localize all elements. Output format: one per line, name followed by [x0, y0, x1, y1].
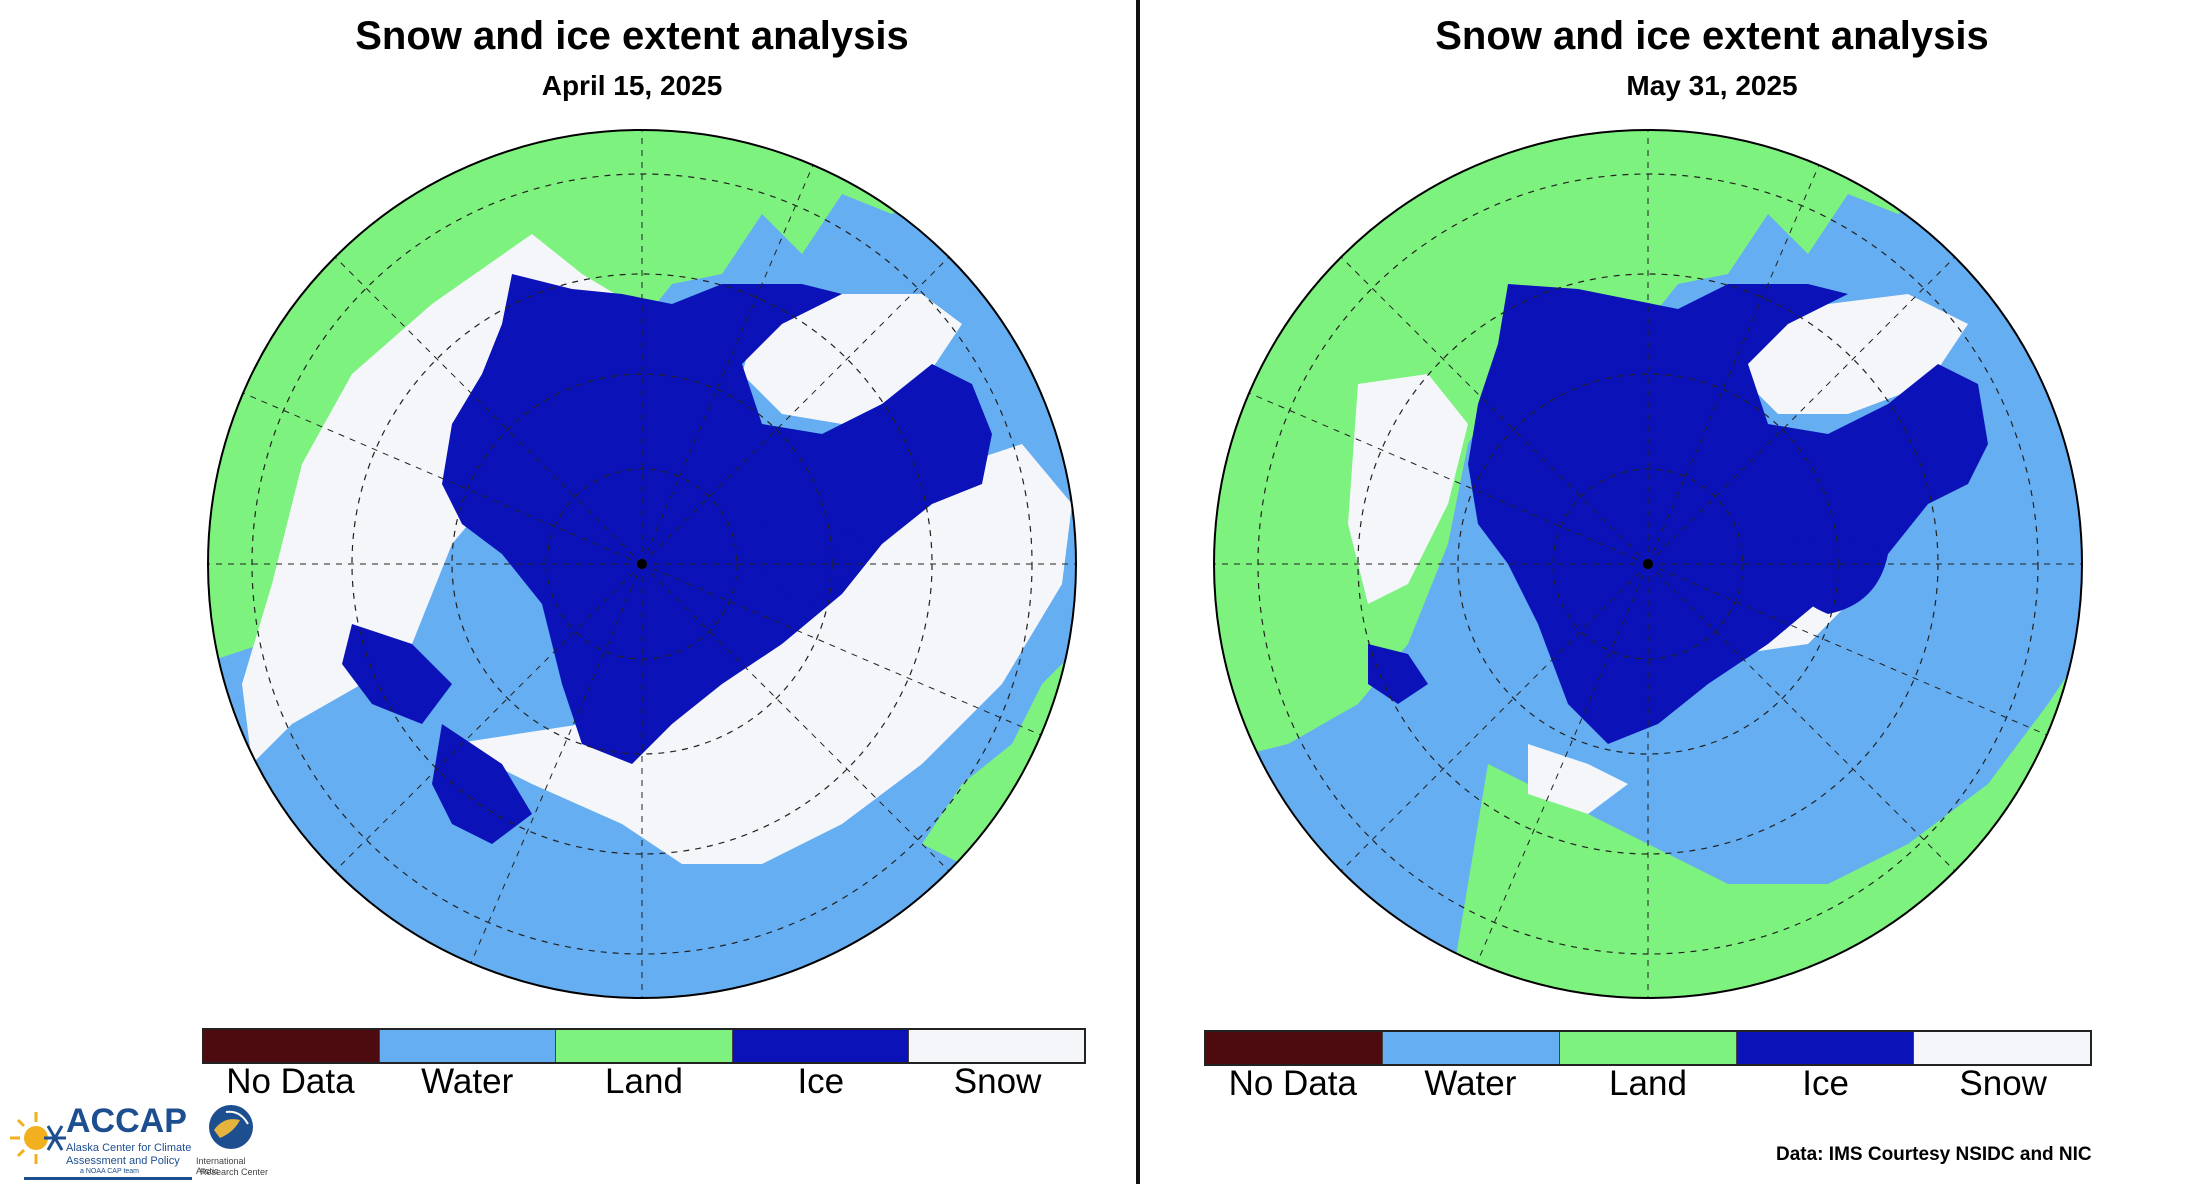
ice-hudson-bay	[760, 517, 862, 604]
panel-april: Snow and ice extent analysis April 15, 2…	[0, 0, 1100, 1184]
legend-label-water: Water	[1424, 1064, 1517, 1103]
iarc-line2: Research Center	[200, 1167, 269, 1177]
legend-bar	[1204, 1030, 2092, 1066]
legend-swatch-land	[1559, 1032, 1736, 1064]
ice-okhotsk	[342, 624, 452, 724]
accap-line1: Alaska Center for Climate	[66, 1142, 192, 1154]
legend-swatch-snow	[1913, 1032, 2090, 1064]
iarc-globe-icon	[209, 1105, 253, 1149]
accap-name: ACCAP	[66, 1102, 187, 1140]
snow-siberia	[1348, 374, 1468, 604]
legend-label-no-data: No Data	[1228, 1064, 1357, 1103]
meridians	[208, 130, 1076, 998]
ice-bering	[432, 724, 532, 844]
legend-swatch-no-data	[1206, 1032, 1382, 1064]
north-pole-marker	[637, 559, 647, 569]
land-eurasia	[1214, 130, 1968, 764]
sun-snowflake-icon	[10, 1112, 66, 1164]
accap-logo: ACCAP Alaska Center for Climate Assessme…	[10, 1102, 270, 1180]
map-border	[207, 129, 1077, 999]
legend-labels: No Data Water Land Ice Snow	[1204, 1064, 2092, 1104]
ice-okhotsk-remnant	[1368, 644, 1428, 704]
accap-underline	[24, 1177, 192, 1180]
snow-alaska-patches	[1528, 744, 1628, 814]
legend-swatch-no-data	[204, 1030, 380, 1062]
legend-label-ice: Ice	[797, 1062, 845, 1101]
legend-label-snow: Snow	[1959, 1064, 2047, 1103]
map-border	[1213, 129, 2083, 999]
map-date: April 15, 2025	[541, 70, 723, 101]
polar-map-may	[1213, 129, 2083, 999]
map-title: Snow and ice extent analysis	[355, 14, 909, 58]
legend-swatch-land	[555, 1030, 732, 1062]
map-title: Snow and ice extent analysis	[1435, 14, 1989, 58]
land-eurasia	[208, 130, 962, 664]
legend-label-no-data: No Data	[226, 1062, 355, 1101]
legend-labels: No Data Water Land Ice Snow	[202, 1062, 1086, 1102]
ice-hudson-bay	[1786, 536, 1888, 614]
iarc-line1: International Arctic	[196, 1156, 246, 1176]
legend-label-water: Water	[421, 1062, 514, 1101]
polar-map-april	[207, 129, 1077, 999]
legend-swatch-ice	[731, 1030, 908, 1062]
ice-arctic-ocean	[1468, 284, 1988, 744]
legend-swatch-water	[1382, 1032, 1559, 1064]
panel-divider	[1136, 0, 1140, 1184]
snow-greenland	[1738, 294, 1968, 414]
legend-label-snow: Snow	[953, 1062, 1042, 1101]
ice-arctic-ocean	[442, 274, 992, 764]
legend-bar	[202, 1028, 1086, 1064]
panel-may: Snow and ice extent analysis May 31, 202…	[1104, 0, 2204, 1184]
legend-label-land: Land	[605, 1062, 683, 1101]
data-credit: Data: IMS Courtesy NSIDC and NIC	[1776, 1144, 2092, 1165]
legend-swatch-ice	[1736, 1032, 1913, 1064]
meridians	[1214, 130, 2082, 998]
legend-label-ice: Ice	[1802, 1064, 1849, 1103]
legend-swatch-snow	[907, 1030, 1085, 1062]
accap-line2: Assessment and Policy	[66, 1155, 180, 1167]
map-date: May 31, 2025	[1626, 70, 1798, 101]
legend-swatch-water	[379, 1030, 556, 1062]
accap-line3: a NOAA CAP team	[80, 1168, 140, 1175]
legend-label-land: Land	[1609, 1064, 1687, 1103]
north-pole-marker	[1643, 559, 1653, 569]
